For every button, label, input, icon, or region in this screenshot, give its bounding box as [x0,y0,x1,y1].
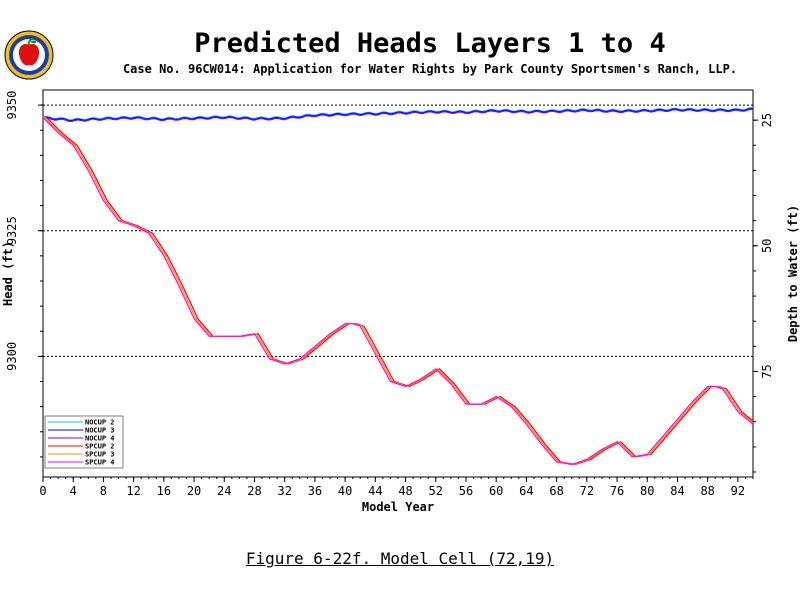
legend-label: SPCUP 2 [85,443,115,451]
y2-tick-label: 25 [760,113,774,127]
x-tick-label: 68 [549,484,563,498]
x-tick-label: 56 [459,484,473,498]
x-tick-label: 12 [126,484,140,498]
apple-logo-icon [4,30,54,80]
x-tick-label: 32 [277,484,291,498]
x-tick-label: 60 [489,484,503,498]
x-tick-label: 48 [398,484,412,498]
figure-caption: Figure 6-22f. Model Cell (72,19) [0,549,800,568]
x-tick-label: 64 [519,484,533,498]
legend-label: NOCUP 3 [85,427,115,435]
x-tick-label: 80 [640,484,654,498]
y-tick-label: 9300 [5,342,19,371]
x-tick-label: 92 [731,484,745,498]
x-tick-label: 36 [308,484,322,498]
series-line [43,117,754,466]
x-tick-label: 44 [368,484,382,498]
series-line [42,108,754,123]
x-tick-label: 20 [187,484,201,498]
x-tick-label: 8 [100,484,107,498]
series-line [42,107,754,121]
x-tick-label: 24 [217,484,231,498]
legend-label: NOCUP 4 [85,435,115,443]
y2-axis-label: Depth to Water (ft) [786,205,800,342]
x-tick-label: 76 [610,484,624,498]
y-tick-label: 9325 [5,216,19,245]
legend-label: SPCUP 3 [85,451,115,459]
legend-box [44,415,124,469]
y-tick-label: 9350 [5,91,19,120]
figure-caption-text: Figure 6-22f. Model Cell (72,19) [245,549,555,568]
y2-tick-label: 50 [760,239,774,253]
x-tick-label: 40 [338,484,352,498]
plot-frame [42,89,754,478]
x-tick-label: 16 [157,484,171,498]
x-tick-label: 0 [39,484,46,498]
series-line [43,117,754,466]
y-axis-label: Head (ft) [1,241,15,306]
y2-tick-label: 75 [760,364,774,378]
x-tick-label: 4 [70,484,77,498]
legend-label: NOCUP 2 [85,419,115,427]
x-axis-label: Model Year [362,500,434,514]
x-tick-label: 88 [700,484,714,498]
chart-title: Predicted Heads Layers 1 to 4 [194,28,666,59]
series-line [42,107,754,122]
x-tick-label: 72 [580,484,594,498]
series-line [42,117,754,466]
legend-label: SPCUP 4 [85,459,115,467]
chart-subtitle: Case No. 96CW014: Application for Water … [122,62,738,76]
x-tick-label: 52 [429,484,443,498]
x-tick-label: 28 [247,484,261,498]
x-tick-label: 84 [670,484,684,498]
